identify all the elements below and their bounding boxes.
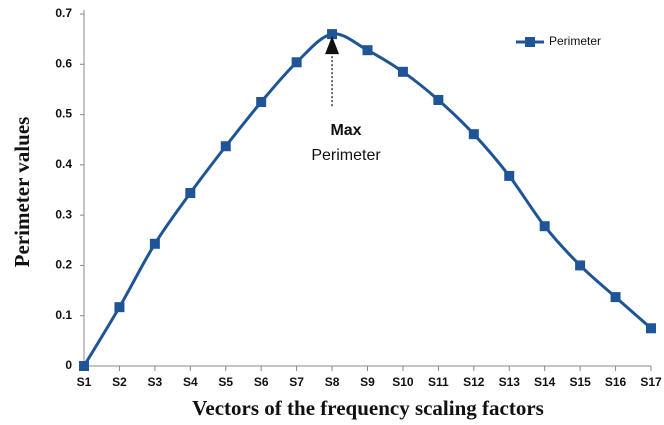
y-tick-label: 0.1 xyxy=(55,308,72,322)
legend-label: Perimeter xyxy=(549,34,601,48)
annotation-arrowhead xyxy=(325,36,340,55)
point xyxy=(291,57,302,68)
point xyxy=(256,97,267,107)
y-tick-label: 0.5 xyxy=(55,107,72,121)
point xyxy=(327,29,338,40)
x-tick-label: S14 xyxy=(534,375,556,389)
x-tick-label: S10 xyxy=(392,375,414,389)
x-tick-label: S3 xyxy=(148,375,163,389)
x-tick-label: S12 xyxy=(463,375,485,389)
point xyxy=(646,323,656,334)
point xyxy=(504,170,515,181)
point xyxy=(539,221,550,232)
point xyxy=(397,66,408,77)
point xyxy=(468,129,479,140)
point xyxy=(114,302,125,313)
point xyxy=(433,94,444,105)
y-tick-label: 0.7 xyxy=(55,6,72,20)
y-tick-label: 0.4 xyxy=(55,157,72,171)
annotation-text: Perimeter xyxy=(311,147,381,164)
point xyxy=(610,292,621,303)
y-tick-label: 0.3 xyxy=(55,207,72,221)
x-tick-label: S11 xyxy=(428,375,449,389)
point xyxy=(220,141,231,152)
x-tick-label: S8 xyxy=(325,375,340,389)
point xyxy=(149,238,160,249)
x-tick-label: S1 xyxy=(77,375,92,389)
point xyxy=(362,45,373,56)
x-tick-label: S16 xyxy=(605,375,627,389)
x-tick-label: S4 xyxy=(183,375,198,389)
x-axis-label: Vectors of the frequency scaling factors xyxy=(192,396,544,420)
x-tick-label: S13 xyxy=(499,375,521,389)
x-tick-label: S15 xyxy=(569,375,591,389)
y-axis-label: Perimeter values xyxy=(10,117,34,268)
y-tick-label: 0.6 xyxy=(55,56,72,70)
annotation-text: Max xyxy=(330,122,361,139)
x-tick-label: S9 xyxy=(360,375,375,389)
x-tick-label: S6 xyxy=(254,375,269,389)
x-tick-label: S17 xyxy=(640,375,662,389)
y-tick-label: 0 xyxy=(65,358,72,372)
x-tick-label: S5 xyxy=(218,375,233,389)
x-tick-label: S7 xyxy=(289,375,304,389)
x-tick-label: S2 xyxy=(112,375,127,389)
legend-marker xyxy=(525,37,535,47)
point xyxy=(79,361,89,371)
point xyxy=(575,260,586,271)
series-line xyxy=(82,32,652,367)
y-tick-label: 0.2 xyxy=(55,258,72,272)
point xyxy=(185,188,196,199)
